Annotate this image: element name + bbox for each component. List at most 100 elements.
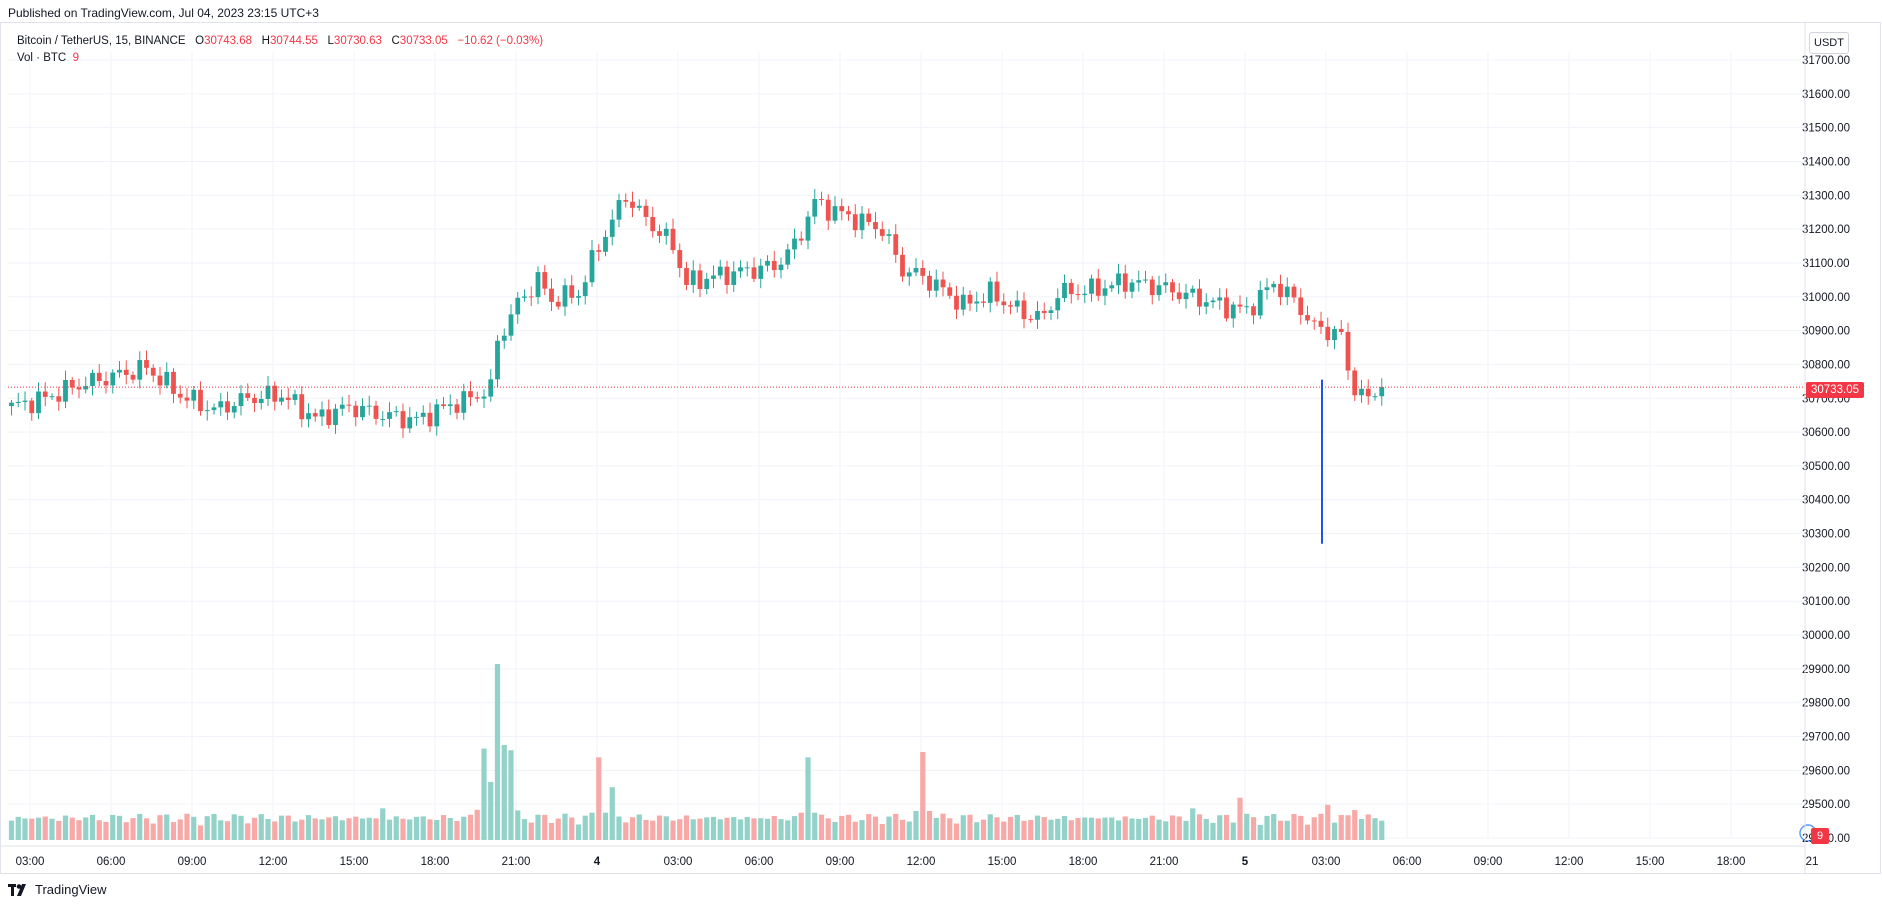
volume-label[interactable]: Vol · BTC [17,52,67,64]
candle-up [1156,275,1162,301]
candle-body [9,402,14,407]
candle-down [427,402,433,433]
candle-down [177,385,183,404]
volume-bar [812,812,818,840]
candle-body [1210,300,1216,303]
volume-bar [960,815,966,840]
volume-bar [515,810,521,840]
candle-down [549,278,554,311]
candle-body [994,281,1000,302]
candle-up [1109,281,1115,293]
symbol-title[interactable]: Bitcoin / TetherUS, 15, BINANCE [17,35,186,47]
candle-body [508,314,514,336]
price-chart[interactable]: 31700.00 31600.00 31500.00 31400.00 31300.00… [0,22,1882,874]
candle-body [1116,273,1121,286]
y-tick-label: 31500.00 [1802,123,1850,135]
volume-bar [636,814,642,840]
volume-bar [143,818,150,840]
volume-bar [1068,820,1074,840]
volume-bar [1095,818,1101,840]
volume-bar [359,818,366,840]
candle-down [299,386,305,428]
volume-bar [845,814,852,840]
candle-up [1203,293,1209,315]
volume-bar [670,820,676,840]
candle-body [751,267,757,279]
volume-bar [1190,808,1196,840]
candle-up [1332,325,1337,350]
candle-up [36,382,41,420]
candle-body [886,234,892,236]
candle-body [488,379,494,397]
volume-bar [137,813,143,840]
volume-bar [332,816,339,840]
low-value: 30730.63 [333,35,382,47]
candle-up [616,193,622,228]
grid-lines [8,52,1805,839]
volume-bar [427,819,433,840]
y-tick-label: 29500.00 [1802,799,1850,811]
candle-body [1143,279,1148,281]
volume-bar [157,815,163,840]
candle-body [90,372,95,387]
candle-down [623,193,629,208]
currency-button[interactable]: USDT [1809,32,1849,54]
volume-bar [170,822,177,840]
candle-body [211,407,217,411]
volume-bar [366,817,372,840]
tradingview-logo[interactable]: TradingView [8,882,107,897]
volume-bar [1264,815,1270,840]
volume-bar [461,816,467,840]
candle-body [468,391,473,398]
candle-down [650,206,656,238]
x-tick-label: 03:00 [16,856,45,868]
volume-bar [1284,820,1290,840]
volume-bar [15,816,21,840]
candle-body [940,279,946,288]
candle-body [576,296,581,298]
candle-body [1176,292,1182,300]
candle-down [312,408,318,422]
volume-bar [663,816,669,840]
candle-down [157,366,163,395]
candle-up [447,394,453,416]
volume-bar [440,815,447,840]
candle-up [535,266,541,305]
candle-up [434,399,440,436]
candle-down [1278,274,1283,306]
candle-up [704,272,710,295]
candle-body [765,260,770,266]
volume-bar [1345,815,1351,840]
x-tick-label: 4 [594,856,601,868]
candle-body [63,379,68,402]
chart-area[interactable]: 31700.00 31600.00 31500.00 31400.00 31300.00… [0,22,1882,874]
x-tick-label: 18:00 [1717,856,1746,868]
volume-bar [542,814,548,840]
candle-body [1338,328,1344,332]
volume-bar [326,817,332,840]
candle-body [447,404,453,407]
volume-bar [555,818,561,840]
candle-up [265,375,271,407]
candle-body [1237,304,1243,307]
candle-down [29,397,35,421]
volume-bar [407,819,413,840]
candle-body [1244,306,1250,308]
candle-up [582,275,588,305]
candle-body [420,412,426,417]
candle-up [812,188,818,225]
candle-body [171,371,176,394]
candle-body [1109,285,1115,289]
candle-body [36,391,41,414]
candle-up [1284,277,1290,306]
candle-body [96,372,102,382]
candle-down [373,400,379,425]
candle-body [1190,288,1196,293]
candle-down [1021,292,1027,329]
volume-bar [879,823,885,840]
volume-bar [1021,820,1027,840]
candle-up [1264,278,1270,300]
candle-down [852,204,858,238]
candle-up [9,399,14,416]
volume-bar [434,819,440,840]
